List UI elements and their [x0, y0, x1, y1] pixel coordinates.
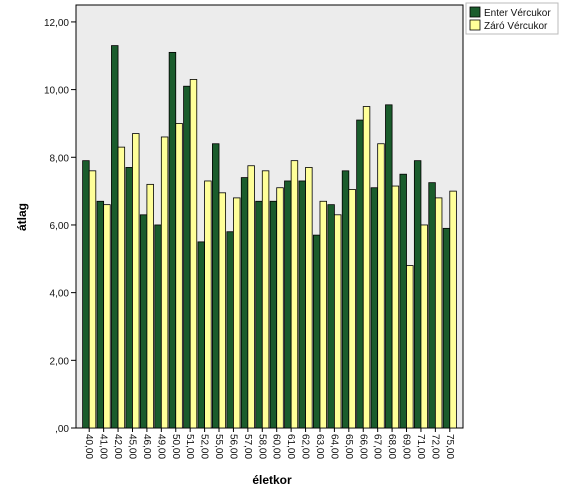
bar-enter: [428, 182, 436, 429]
x-tick-label: 72,00: [429, 434, 440, 459]
bar-zaro: [305, 167, 313, 429]
bar-zaro: [247, 165, 255, 429]
bar-zaro: [160, 136, 169, 429]
bar-zaro: [218, 192, 227, 429]
bar-zaro: [132, 133, 140, 429]
bar-enter: [154, 224, 162, 429]
bar-enter: [341, 170, 350, 429]
bar-zaro: [204, 180, 212, 429]
bar-zaro: [420, 224, 428, 429]
bar-zaro: [88, 170, 97, 429]
bar-enter: [413, 160, 422, 429]
bar-enter: [82, 160, 90, 429]
bar-enter: [168, 51, 177, 429]
bar-zaro: [377, 143, 385, 429]
bar-enter: [197, 241, 205, 429]
y-tick-label: 12,00: [44, 18, 69, 29]
x-tick-label: 65,00: [343, 434, 354, 459]
y-axis-title: átlag: [15, 203, 29, 231]
x-tick-label: 66,00: [357, 434, 368, 459]
bar-zaro: [103, 204, 111, 429]
bar-zaro: [146, 183, 154, 429]
legend: [465, 2, 559, 35]
bar-zaro: [117, 146, 126, 429]
bar-zaro: [189, 79, 198, 429]
x-tick-label: 64,00: [328, 434, 339, 459]
bar-enter: [240, 177, 249, 429]
y-tick-label: ,00: [55, 424, 69, 435]
x-tick-label: 40,00: [83, 434, 94, 459]
bar-enter: [298, 180, 306, 429]
x-tick-label: 55,00: [213, 434, 224, 459]
x-tick-label: 46,00: [141, 434, 152, 459]
x-tick-label: 45,00: [126, 434, 137, 459]
bar-enter: [385, 104, 393, 429]
bar-enter: [327, 204, 335, 429]
x-axis-title: életkor: [252, 473, 292, 487]
x-tick-label: 68,00: [386, 434, 397, 459]
bar-enter: [125, 167, 133, 429]
x-tick-label: 56,00: [227, 434, 238, 459]
bar-zaro: [276, 187, 284, 429]
bar-enter: [111, 45, 119, 429]
x-tick-label: 51,00: [184, 434, 195, 459]
x-tick-label: 60,00: [271, 434, 282, 459]
legend-label: Enter Vércukor: [484, 8, 551, 19]
bar-zaro: [406, 265, 414, 429]
x-tick-label: 50,00: [170, 434, 181, 459]
bar-enter: [269, 200, 278, 429]
x-tick-label: 41,00: [98, 434, 109, 459]
x-tick-label: 49,00: [155, 434, 166, 459]
y-tick-label: 2,00: [50, 356, 70, 367]
x-tick-label: 75,00: [444, 434, 455, 459]
bar-zaro: [391, 185, 400, 429]
bar-zaro: [434, 197, 443, 429]
x-tick-label: 67,00: [372, 434, 383, 459]
x-tick-label: 61,00: [285, 434, 296, 459]
legend-label: Záró Vércukor: [484, 21, 548, 32]
bar-enter: [399, 173, 407, 429]
bar-zaro: [348, 189, 356, 429]
bar-enter: [212, 143, 220, 429]
bar-enter: [370, 187, 379, 429]
x-tick-label: 58,00: [256, 434, 267, 459]
bar-enter: [312, 234, 321, 429]
bar-enter: [139, 214, 148, 429]
bar-zaro: [290, 160, 299, 429]
bar-enter: [284, 180, 292, 429]
x-tick-label: 69,00: [401, 434, 412, 459]
bar-zaro: [449, 190, 457, 429]
legend-swatch: [469, 19, 481, 31]
x-tick-label: 62,00: [300, 434, 311, 459]
y-tick-label: 6,00: [50, 221, 70, 232]
bar-zaro: [362, 106, 371, 429]
x-tick-label: 57,00: [242, 434, 253, 459]
bar-zaro: [319, 200, 327, 429]
bar-zaro: [334, 214, 342, 429]
bar-enter: [96, 200, 105, 429]
y-tick-label: 10,00: [44, 86, 69, 97]
x-tick-label: 42,00: [112, 434, 123, 459]
y-tick-label: 4,00: [50, 289, 70, 300]
bar-zaro: [261, 170, 270, 429]
bar-enter: [442, 227, 451, 429]
x-tick-label: 63,00: [314, 434, 325, 459]
bar-enter: [226, 231, 234, 429]
x-tick-label: 52,00: [199, 434, 210, 459]
bar-enter: [255, 200, 263, 429]
bar-enter: [183, 85, 191, 429]
bar-enter: [356, 119, 364, 429]
bar-zaro: [233, 197, 241, 429]
y-tick-label: 8,00: [50, 153, 70, 164]
bar-zaro: [175, 123, 183, 429]
legend-swatch: [469, 6, 481, 18]
x-tick-label: 71,00: [415, 434, 426, 459]
